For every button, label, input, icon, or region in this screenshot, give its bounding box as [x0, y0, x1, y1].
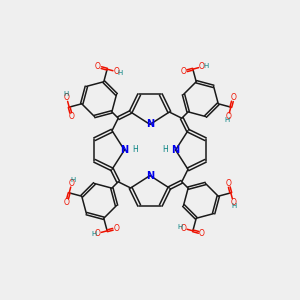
Text: H: H: [63, 91, 68, 97]
Text: H: H: [225, 117, 230, 123]
Text: O: O: [181, 224, 187, 233]
Text: N: N: [146, 171, 154, 181]
Text: O: O: [230, 94, 236, 103]
Text: O: O: [113, 224, 119, 233]
Text: O: O: [181, 67, 187, 76]
Text: N: N: [172, 145, 180, 155]
Text: N: N: [146, 119, 154, 129]
Text: O: O: [225, 112, 231, 121]
Text: O: O: [199, 62, 205, 71]
Text: O: O: [95, 62, 101, 71]
Text: N: N: [120, 145, 128, 155]
Text: H: H: [162, 146, 168, 154]
Text: O: O: [199, 229, 205, 238]
Text: H: H: [132, 146, 138, 154]
Text: H: H: [177, 224, 182, 230]
Text: O: O: [230, 197, 236, 206]
Text: O: O: [64, 197, 70, 206]
Text: H: H: [232, 203, 237, 209]
Text: H: H: [92, 231, 97, 237]
Text: H: H: [70, 177, 75, 183]
Text: O: O: [225, 179, 231, 188]
Text: O: O: [113, 67, 119, 76]
Text: O: O: [69, 179, 75, 188]
Text: O: O: [95, 229, 101, 238]
Text: H: H: [118, 70, 123, 76]
Text: H: H: [203, 63, 208, 69]
Text: O: O: [64, 94, 70, 103]
Text: O: O: [69, 112, 75, 121]
